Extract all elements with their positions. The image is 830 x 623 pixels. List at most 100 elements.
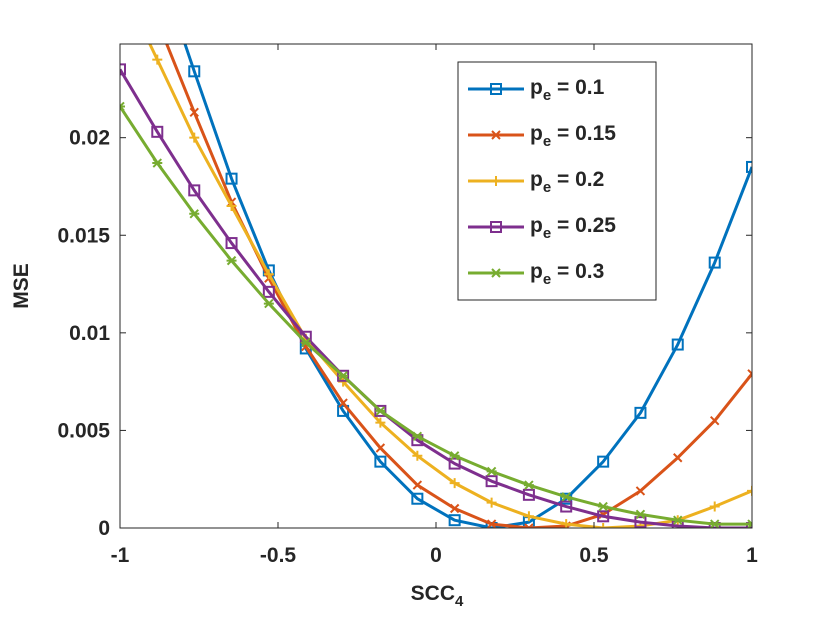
marker <box>522 488 535 501</box>
marker-square <box>188 184 201 197</box>
x-tick-label: 1 <box>746 544 758 567</box>
marker <box>598 523 609 528</box>
marker <box>188 184 201 197</box>
marker <box>412 450 423 461</box>
marker <box>375 417 386 428</box>
marker-square <box>634 516 647 528</box>
marker <box>374 455 387 468</box>
legend-marker <box>491 130 501 140</box>
marker <box>485 475 498 488</box>
y-tick-label: 0.01 <box>69 322 110 345</box>
legend-marker <box>491 268 501 278</box>
marker <box>448 514 461 527</box>
legend: pe = 0.1 pe = 0.15 pe = 0.2 pe = 0.25 pe = 0… <box>457 61 657 301</box>
marker <box>747 485 752 496</box>
y-tick-label: 0 <box>98 517 110 540</box>
marker <box>449 478 460 489</box>
marker <box>747 369 752 379</box>
marker <box>634 406 647 419</box>
marker <box>747 519 752 528</box>
y-tick-label: 0.02 <box>69 127 110 150</box>
marker <box>225 172 238 185</box>
marker-square <box>151 125 164 138</box>
marker-square <box>120 63 126 76</box>
marker <box>449 451 460 461</box>
marker <box>300 337 311 348</box>
marker-square <box>262 285 275 298</box>
marker <box>263 269 274 280</box>
marker-square <box>225 172 238 185</box>
series-line <box>183 44 752 528</box>
series-line <box>120 68 752 528</box>
marker <box>338 398 348 408</box>
marker <box>486 497 497 508</box>
y-tick-label: 0.005 <box>57 419 110 442</box>
marker <box>561 519 572 528</box>
marker-square <box>708 256 721 269</box>
marker-square <box>411 492 424 505</box>
marker-square <box>374 455 387 468</box>
marker <box>746 160 752 173</box>
legend-label: pe = 0.3 <box>530 260 604 288</box>
marker-square <box>671 338 684 351</box>
marker <box>448 457 461 470</box>
marker <box>189 132 200 143</box>
legend-label: pe = 0.25 <box>530 214 616 242</box>
marker <box>338 371 349 381</box>
marker-square <box>490 83 502 95</box>
marker <box>375 443 386 453</box>
marker-square <box>448 457 461 470</box>
marker <box>523 480 534 490</box>
marker <box>151 125 164 138</box>
marker <box>597 455 610 468</box>
marker-square <box>746 160 752 173</box>
marker <box>561 492 572 502</box>
marker <box>709 519 720 528</box>
marker-square <box>188 65 201 78</box>
y-axis-label: MSE <box>10 263 33 309</box>
marker-square <box>597 455 610 468</box>
marker <box>263 298 274 309</box>
x-tick-label: 0.5 <box>579 544 609 567</box>
marker <box>708 256 721 269</box>
marker <box>486 466 497 477</box>
x-tick-label: -0.5 <box>260 544 297 567</box>
marker-square <box>597 510 610 523</box>
marker-square <box>225 237 238 250</box>
marker <box>411 492 424 505</box>
x-axis-label: SCC4 <box>411 582 464 610</box>
marker <box>120 63 126 76</box>
marker <box>709 501 720 512</box>
marker <box>672 515 683 525</box>
marker <box>560 500 573 513</box>
marker <box>226 200 237 211</box>
marker-square <box>634 406 647 419</box>
x-tick-label: -1 <box>111 544 130 567</box>
legend-label: pe = 0.15 <box>530 122 616 150</box>
legend-label: pe = 0.2 <box>530 168 604 196</box>
marker <box>375 406 386 416</box>
marker <box>152 54 163 65</box>
marker <box>189 107 199 118</box>
marker <box>262 285 275 298</box>
marker <box>152 158 163 168</box>
marker <box>710 415 720 426</box>
marker <box>635 509 646 520</box>
marker-square <box>522 488 535 501</box>
marker <box>523 511 534 522</box>
marker-square <box>560 500 573 513</box>
y-tick-label: 0.015 <box>57 224 110 247</box>
marker <box>486 519 497 528</box>
legend-marker <box>490 221 502 233</box>
marker <box>635 486 646 496</box>
marker <box>120 101 125 112</box>
marker <box>634 516 647 528</box>
marker <box>598 501 609 512</box>
series-line <box>148 44 752 528</box>
series-line <box>165 44 752 528</box>
marker <box>597 510 610 523</box>
marker <box>226 255 237 266</box>
marker <box>524 523 534 528</box>
